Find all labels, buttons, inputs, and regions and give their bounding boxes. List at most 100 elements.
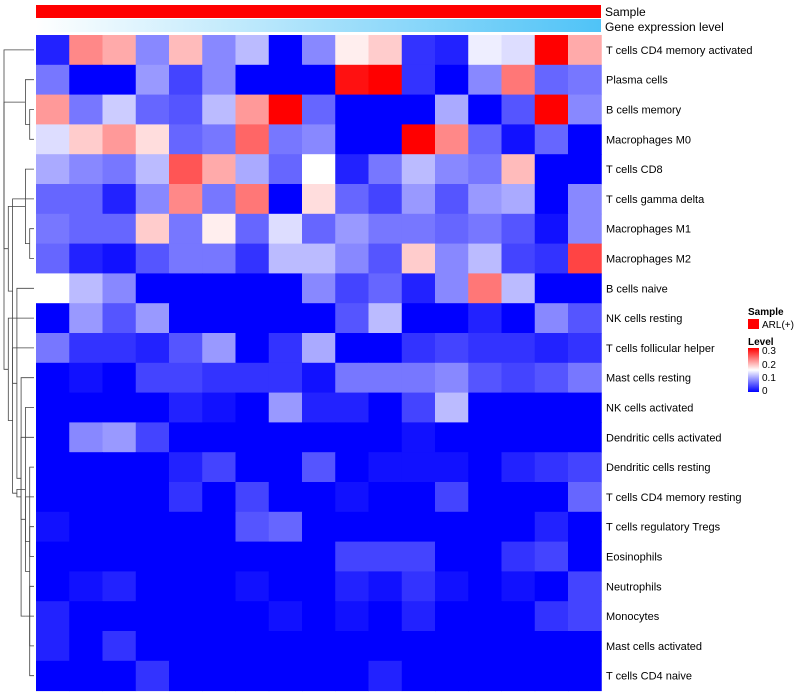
heatmap-cell [235,303,270,334]
heatmap-cell [534,154,569,185]
level-colorbar [748,348,759,392]
heatmap-cell [36,213,70,245]
heatmap-cell [368,482,403,513]
heatmap-cell [235,35,270,66]
heatmap-cell [568,482,602,513]
heatmap-cell [268,511,303,543]
heatmap-cell [335,571,369,602]
heatmap-cell [268,243,303,274]
heatmap-cell [335,94,369,125]
heatmap-cell [169,303,203,334]
heatmap-cell [435,511,469,543]
heatmap-cell [534,333,569,364]
heatmap-cell [435,124,469,155]
dendrogram-branch [20,436,34,520]
heatmap-cell [102,631,137,662]
heatmap-cell [235,124,270,155]
heatmap-cell [534,35,569,66]
heatmap-cell [36,273,70,304]
heatmap-cell [302,362,336,394]
heatmap-cell [335,243,369,274]
heatmap-cell [568,243,602,274]
heatmap-cell [302,511,336,543]
heatmap-cell [501,631,536,662]
heatmap-cell [401,213,436,245]
heatmap-cell [401,511,436,543]
heatmap-cell [135,541,170,572]
heatmap-cell [235,422,270,453]
heatmap-cell [235,243,270,274]
row-label: Dendritic cells activated [606,432,722,444]
heatmap-cell [268,35,303,66]
sample-legend-swatch [748,319,759,329]
heatmap-cell [302,64,336,96]
expression-track-label: Gene expression level [605,20,724,34]
heatmap-cell [568,273,602,304]
heatmap-cell [534,571,569,602]
heatmap-cell [568,601,602,632]
heatmap-cell [568,511,602,543]
heatmap-cell [169,64,203,96]
heatmap-cell [169,541,203,572]
heatmap-cell [169,571,203,602]
heatmap-cell [501,541,536,572]
heatmap-cell [435,333,469,364]
heatmap-cell [135,660,170,692]
heatmap-cell [468,243,502,274]
heatmap-cell [169,184,203,215]
heatmap-cell [401,64,436,96]
heatmap-cell [202,362,236,394]
heatmap-cell [135,64,170,96]
row-label: T cells CD4 naive [606,671,692,683]
heatmap-cell [534,64,569,96]
heatmap-cell [235,184,270,215]
heatmap-cell [135,184,170,215]
heatmap-cell [501,94,536,125]
row-dendrogram [3,49,34,677]
heatmap-cell [169,94,203,125]
heatmap-cell [135,392,170,423]
heatmap-cell [268,571,303,602]
heatmap-cell [302,273,336,304]
level-legend: Level 0.3 0.2 0.1 0 [748,337,776,397]
heatmap-cell [135,213,170,245]
row-label: Macrophages M2 [606,254,691,266]
heatmap-cell [401,243,436,274]
heatmap-cell [501,452,536,483]
heatmap-cell [435,213,469,245]
row-labels: T cells CD4 memory activated Plasma cells… [606,45,753,683]
heatmap-cell [135,243,170,274]
heatmap-cell [468,184,502,215]
heatmap-cell [202,541,236,572]
heatmap-cell [368,64,403,96]
heatmap-cell [268,541,303,572]
level-tick-0: 0 [762,386,768,397]
row-label: B cells naive [606,283,668,295]
heatmap-cell [568,213,602,245]
heatmap-cell [235,452,270,483]
heatmap-cell [135,94,170,125]
heatmap-cell [368,660,403,692]
heatmap-cell [69,243,103,274]
heatmap-cell [36,35,70,66]
heatmap-cell [69,482,103,513]
heatmap-cell [102,660,137,692]
heatmap-cell [302,601,336,632]
heatmap-cell [401,362,436,394]
heatmap-cell [202,273,236,304]
heatmap-cell [568,392,602,423]
heatmap-cell [401,273,436,304]
heatmap-cell [102,64,137,96]
heatmap-cell [368,243,403,274]
heatmap-cell [268,94,303,125]
heatmap-cell [435,94,469,125]
row-label: Eosinophils [606,552,663,564]
heatmap-cell [302,303,336,334]
row-label: T cells CD4 memory activated [606,45,753,57]
dendrogram-branch [3,101,26,370]
heatmap-cell [368,184,403,215]
level-tick-0-1: 0.1 [762,373,776,384]
heatmap-cell [235,273,270,304]
heatmap-cell [534,213,569,245]
heatmap-cell [501,64,536,96]
